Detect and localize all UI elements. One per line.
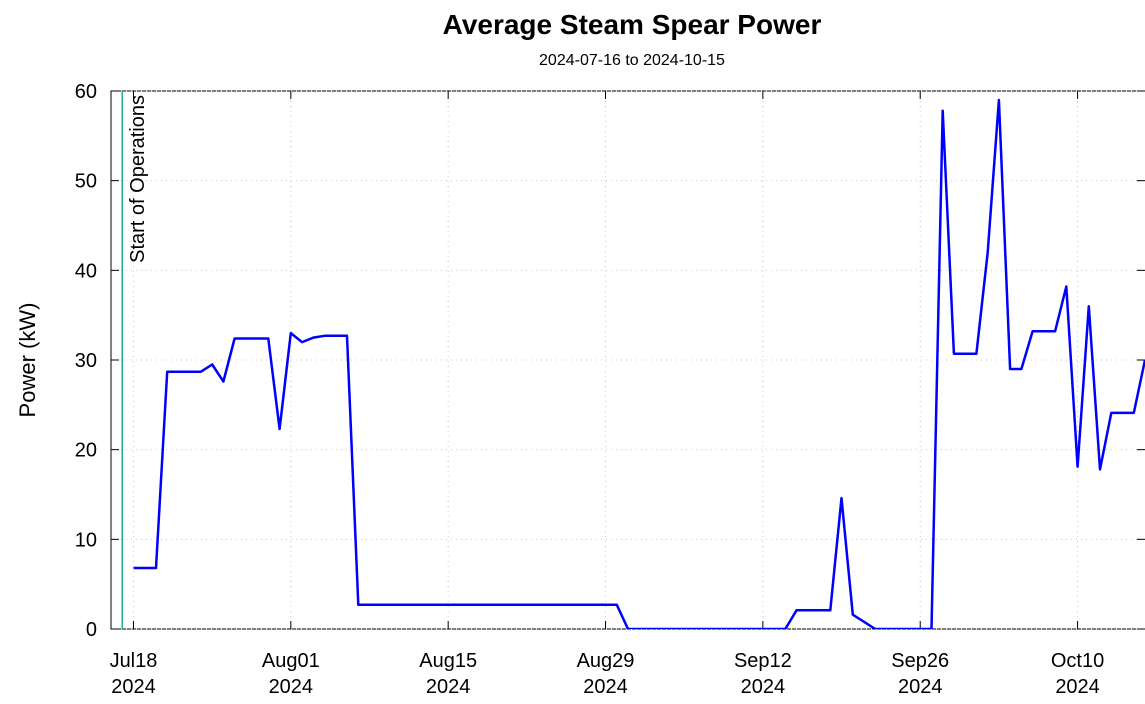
y-axis-label: Power (kW) [15, 303, 40, 418]
x-tick-label: Aug15 2024 [419, 650, 477, 698]
y-tick-label: 0 [86, 619, 97, 641]
x-tick-label: Aug29 2024 [577, 650, 635, 698]
data-line [133, 98, 1145, 629]
y-tick-label: 60 [75, 81, 97, 103]
chart-title: Average Steam Spear Power [443, 9, 822, 40]
x-tick-label: Jul18 2024 [110, 650, 158, 698]
annotation-text: Start of Operations [127, 95, 149, 263]
x-tick-label: Oct10 2024 [1051, 650, 1104, 698]
y-tick-label: 20 [75, 440, 97, 462]
y-tick-label: 40 [75, 260, 97, 282]
x-tick-label: Aug01 2024 [262, 650, 320, 698]
y-tick-label: 50 [75, 171, 97, 193]
chart-subtitle: 2024-07-16 to 2024-10-15 [539, 52, 725, 69]
x-tick-label: Sep26 2024 [891, 650, 949, 698]
y-tick-label: 30 [75, 350, 97, 372]
plot-area [133, 98, 1145, 629]
y-tick-label: 10 [75, 529, 97, 551]
x-tick-label: Sep12 2024 [734, 650, 792, 698]
